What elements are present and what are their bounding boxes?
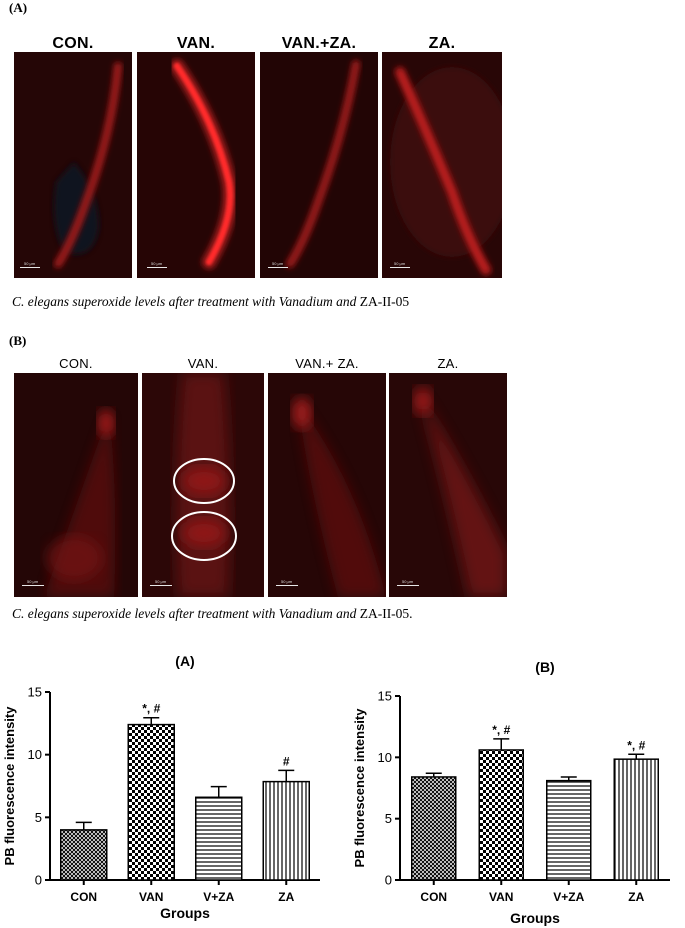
micrograph-a-con: 50 μm: [14, 52, 132, 278]
micrograph-a-van-za: 50 μm: [260, 52, 378, 278]
scale-bar-label: 50 μm: [402, 579, 414, 584]
y-tick-label: 10: [28, 747, 42, 762]
x-tick-label: V+ZA: [203, 890, 234, 904]
bar: [60, 829, 108, 881]
scale-bar-label: 50 μm: [24, 261, 36, 266]
significance-label: *, #: [627, 738, 645, 752]
bar: [478, 749, 524, 881]
bar-chart-a: (A) 0 5 10 15 PB fluorescence intensity Groups…: [2, 653, 320, 921]
y-tick-label: 5: [385, 811, 392, 826]
caption-a: C. elegans superoxide levels after treat…: [12, 294, 409, 310]
y-tick-label: 15: [378, 689, 392, 704]
chart-title: (B): [535, 659, 554, 675]
micrograph-a-za: 50 μm: [382, 52, 502, 278]
row-b-label-van: VAN.: [187, 356, 219, 371]
scale-bar: [390, 267, 410, 268]
significance-label: #: [283, 754, 290, 768]
bar: [613, 758, 659, 881]
scale-bar: [276, 585, 298, 586]
y-tick-label: 10: [378, 750, 392, 765]
scale-bar-label: 50 μm: [27, 579, 39, 584]
bar-chart-b: (B) 0 5 10 15 PB fluorescence intensity Groups…: [352, 659, 670, 926]
caption-b-italic: C. elegans superoxide levels after treat…: [12, 606, 357, 621]
bar: [411, 776, 457, 881]
panel-b-tag: (B): [9, 333, 27, 348]
row-b-label-con: CON.: [59, 356, 93, 371]
bar: [195, 796, 243, 881]
scale-bar-label: 50 μm: [281, 579, 293, 584]
bar: [127, 723, 175, 881]
scale-bar: [397, 585, 419, 586]
scale-bar: [22, 585, 44, 586]
micrograph-b-za: 50 μm: [389, 373, 507, 597]
chart-title: (A): [175, 653, 194, 669]
row-a-label-za: ZA.: [428, 35, 456, 52]
scale-bar: [150, 585, 172, 586]
y-tick-label: 0: [385, 873, 392, 888]
micrograph-b-van-za: 50 μm: [268, 373, 386, 597]
y-tick-label: 0: [35, 873, 42, 888]
x-axis-label: Groups: [510, 910, 560, 926]
scale-bar-label: 50 μm: [394, 261, 406, 266]
panel-a-tag: (A): [9, 0, 28, 15]
x-tick-label: CON: [420, 890, 447, 904]
micrograph-a-van: 50 μm: [137, 52, 255, 278]
significance-label: *, #: [142, 702, 160, 716]
y-tick-label: 15: [28, 685, 42, 700]
scale-bar: [147, 267, 167, 268]
scale-bar: [268, 267, 288, 268]
x-tick-label: V+ZA: [553, 890, 584, 904]
row-b-label-van-za: VAN.+ ZA.: [295, 356, 359, 371]
scale-bar-label: 50 μm: [151, 261, 163, 266]
row-b-label-za: ZA.: [437, 356, 459, 371]
y-axis-label: PB fluorescence intensity: [352, 708, 367, 868]
y-axis-label: PB fluorescence intensity: [2, 706, 17, 866]
x-tick-label: VAN: [489, 890, 513, 904]
row-a-label-con: CON.: [52, 35, 94, 52]
x-tick-label: CON: [70, 890, 97, 904]
micrograph-b-con: 50 μm: [14, 373, 138, 597]
bar: [262, 780, 310, 881]
x-tick-label: ZA: [278, 890, 294, 904]
x-tick-label: VAN: [139, 890, 163, 904]
x-axis-label: Groups: [160, 905, 210, 921]
y-tick-label: 5: [35, 810, 42, 825]
x-tick-label: ZA: [628, 890, 644, 904]
row-a-label-van: VAN.: [176, 35, 216, 52]
significance-label: *, #: [492, 723, 510, 737]
micrograph-b-van: 50 μm: [142, 373, 264, 597]
row-a-label-van-za: VAN.+ZA.: [281, 35, 357, 52]
caption-a-italic: C. elegans superoxide levels after treat…: [12, 294, 357, 309]
bar: [546, 779, 592, 881]
scale-bar-label: 50 μm: [272, 261, 284, 266]
caption-a-compound: ZA-II-05: [356, 294, 410, 309]
scale-bar-label: 50 μm: [155, 579, 167, 584]
caption-b: C. elegans superoxide levels after treat…: [12, 606, 413, 622]
scale-bar: [20, 267, 40, 268]
caption-b-compound: ZA-II-05.: [356, 606, 413, 621]
